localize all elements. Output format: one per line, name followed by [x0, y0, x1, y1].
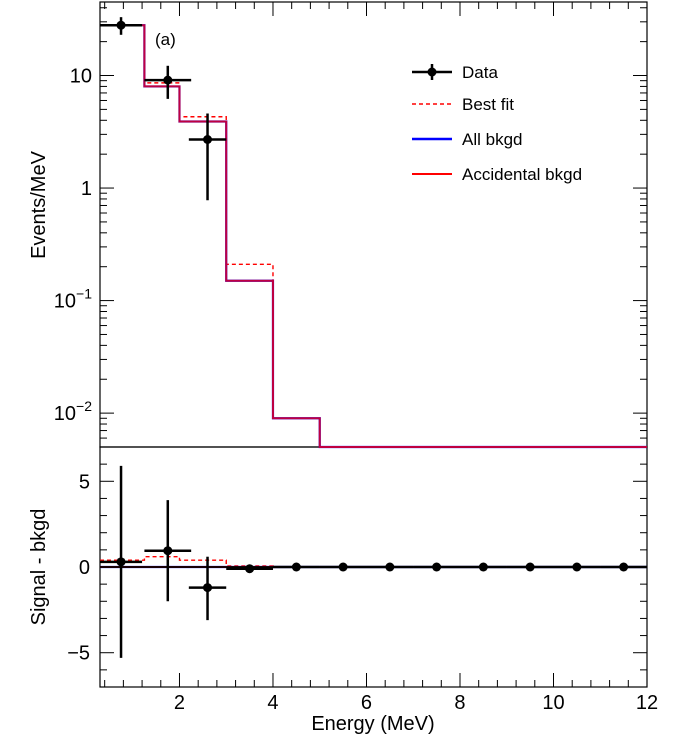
- top-y-tick-label: 10−1: [54, 286, 92, 313]
- x-tick-label: 8: [454, 692, 465, 714]
- legend-label-accidental-bkgd: Accidental bkgd: [462, 165, 582, 184]
- bottom-y-tick-label: 0: [79, 557, 90, 579]
- legend-label-all-bkgd: All bkgd: [462, 130, 522, 149]
- top-panel-data-points: [100, 17, 227, 201]
- bottom-data-point: [203, 583, 213, 593]
- legend-label-best-fit: Best fit: [462, 95, 514, 114]
- x-tick-label: 2: [174, 692, 185, 714]
- top-y-axis-label: Events/MeV: [28, 150, 50, 258]
- x-tick-label: 4: [267, 692, 278, 714]
- bottom-data-point: [116, 557, 126, 567]
- bottom-y-axis-label: Signal - bkgd: [28, 509, 50, 626]
- x-axis-label: Energy (MeV): [311, 713, 434, 735]
- bottom-data-point: [572, 562, 582, 572]
- legend-data-marker: [427, 67, 437, 77]
- legend: Data Best fit All bkgd Accidental bkgd: [412, 63, 582, 184]
- top-data-point: [203, 135, 213, 145]
- bottom-data-point: [291, 562, 301, 572]
- x-tick-label: 6: [361, 692, 372, 714]
- bottom-y-tick-label: −5: [67, 643, 90, 665]
- bottom-data-point: [619, 562, 629, 572]
- bottom-panel-ticks: 5 0 −5 2 4 6 8 10 12: [67, 446, 658, 714]
- bottom-data-point: [163, 546, 173, 556]
- top-panel-ticks: 10 1 10−1 10−2: [54, 2, 648, 448]
- top-y-tick-label: 10: [70, 66, 92, 88]
- top-panel-series: [100, 24, 647, 449]
- top-y-tick-label: 10−2: [54, 398, 92, 425]
- top-accidental-bkgd-line: [100, 24, 647, 448]
- bottom-y-tick-label: 5: [79, 471, 90, 493]
- legend-label-data: Data: [462, 63, 498, 82]
- bottom-data-point: [525, 562, 535, 572]
- bottom-data-point: [432, 562, 442, 572]
- bottom-panel-data-points: [100, 465, 647, 658]
- bottom-data-point: [338, 562, 348, 572]
- top-data-point: [116, 20, 126, 30]
- top-y-tick-label: 1: [81, 178, 92, 200]
- bottom-data-point: [478, 562, 488, 572]
- top-data-point: [163, 75, 173, 85]
- panel-annotation: (a): [155, 30, 176, 49]
- bottom-data-point: [385, 562, 395, 572]
- x-tick-label: 12: [636, 692, 658, 714]
- bottom-data-point: [245, 564, 255, 574]
- x-tick-label: 10: [542, 692, 564, 714]
